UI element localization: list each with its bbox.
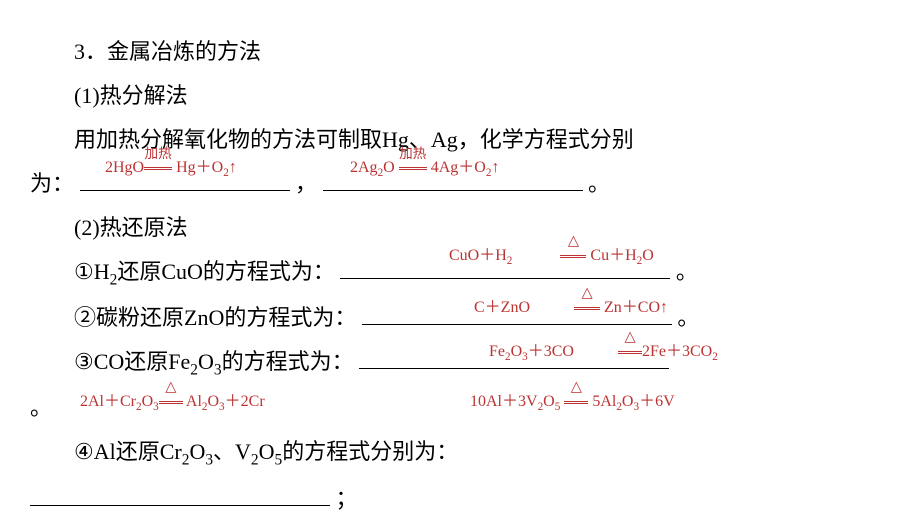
s2-item2: ②碳粉还原ZnO的方程式为： 。 C＋ZnO△ Zn＋CO↑ — [30, 296, 870, 340]
s2-eq1: CuO＋H2 △ Cu＋H2O — [405, 240, 654, 273]
s1-blank2 — [323, 190, 583, 191]
s2-item4: ④Al还原Cr2O3、V2O5的方程式分别为： — [30, 430, 870, 476]
s2-eq4a: 2Al＋Cr2O3△ Al2O3＋2Cr — [80, 386, 265, 419]
s2-heading-text: (2)热还原法 — [74, 215, 188, 240]
s1-eq1: 2HgO加热 Hg＋O2↑ — [105, 152, 237, 185]
s2-eq3: Fe2O3＋3CO△2Fe＋3CO2 — [445, 336, 718, 369]
section1-heading: (1)热分解法 — [30, 74, 870, 118]
s1-eq2: 2Ag2O 加热 4Ag＋O2↑ — [350, 152, 499, 185]
s2-item3: ③CO还原Fe2O3的方程式为： Fe2O3＋3CO△2Fe＋3CO2 — [30, 340, 870, 386]
s1-comma: ， — [295, 171, 317, 196]
s2-item1: ①H2还原CuO的方程式为： 。 CuO＋H2 △ Cu＋H2O — [30, 250, 870, 296]
section1-intro-line2: 为： ， 。 2HgO加热 Hg＋O2↑ 2Ag2O 加热 4Ag＋O2↑ — [30, 162, 870, 206]
detached-period: 。 — [30, 395, 52, 420]
s1-heading-text: (1)热分解法 — [74, 83, 188, 108]
s1-period: 。 — [588, 171, 610, 196]
s1-intro-after: 为： — [30, 171, 74, 196]
s2-item4-blank — [30, 505, 330, 506]
s2-eq4b: 10Al＋3V2O5 △ 5Al2O3＋6V — [470, 386, 675, 419]
s2-eq2: C＋ZnO△ Zn＋CO↑ — [430, 292, 668, 324]
detached-period-line: 。 2Al＋Cr2O3△ Al2O3＋2Cr 10Al＋3V2O5 △ 5Al2… — [30, 386, 870, 430]
document-content: 3．金属冶炼的方法 (1)热分解法 用加热分解氧化物的方法可制取Hg、Ag，化学… — [30, 30, 870, 521]
title-text: 3．金属冶炼的方法 — [74, 39, 261, 64]
title-line: 3．金属冶炼的方法 — [30, 30, 870, 74]
s2-item1-blank — [340, 278, 670, 279]
s2-item4-blankline: ； — [30, 477, 870, 521]
s1-blank1 — [80, 190, 290, 191]
